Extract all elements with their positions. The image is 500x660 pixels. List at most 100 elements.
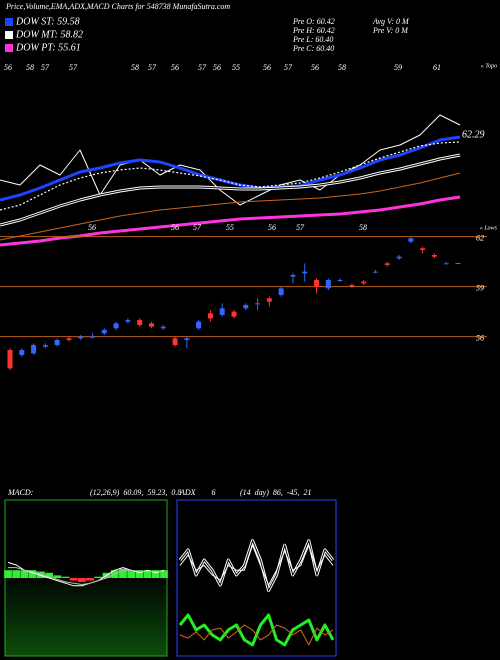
candle-body xyxy=(219,308,225,315)
panel-title: MACD: xyxy=(7,488,34,497)
series-line xyxy=(0,114,461,206)
candle-body xyxy=(137,320,143,325)
bottom-label: 57 xyxy=(296,223,305,232)
series-line xyxy=(179,544,334,586)
candle-body xyxy=(90,336,96,338)
series-line xyxy=(0,135,461,202)
histogram-bar xyxy=(135,570,144,578)
histogram-bar xyxy=(94,576,103,578)
histogram-bar xyxy=(143,570,152,578)
y-tick-label: 59 xyxy=(476,283,484,292)
candle-body xyxy=(278,288,284,295)
histogram-bar xyxy=(45,572,53,578)
bottom-label: 58 xyxy=(359,223,367,232)
top-label: 57 xyxy=(41,63,50,72)
candle-body xyxy=(396,256,402,259)
top-label: 57 xyxy=(69,63,78,72)
bottom-label: 56 xyxy=(268,223,276,232)
candle-body xyxy=(113,323,119,329)
candle-body xyxy=(231,311,237,317)
histogram-bar xyxy=(151,570,160,578)
series-line-inner xyxy=(0,154,461,226)
info-text: Pre H: 60.42 xyxy=(292,26,335,35)
y-tick-label: 56 xyxy=(476,333,484,342)
candle-body xyxy=(420,248,426,250)
top-label: 61 xyxy=(433,63,441,72)
histogram-bar xyxy=(77,578,86,582)
candle-body xyxy=(325,280,331,289)
top-label: 56 xyxy=(263,63,271,72)
top-label: 58 xyxy=(26,63,34,72)
candle-body xyxy=(101,330,107,334)
series-line-inner xyxy=(179,538,334,592)
candle-body xyxy=(431,255,437,257)
candle-body xyxy=(42,345,48,347)
panel-subtitle: (14 day) 86, -45, 21 xyxy=(240,488,312,497)
series-line xyxy=(8,567,164,585)
candle-body xyxy=(243,305,249,309)
candle-body xyxy=(372,271,378,273)
top-label: 57 xyxy=(284,63,293,72)
candle-body xyxy=(361,281,367,284)
histogram-bar xyxy=(86,578,95,581)
histogram-bar xyxy=(119,568,127,578)
legend-label: DOW MT: 58.82 xyxy=(15,29,83,40)
legend-label: DOW ST: 59.58 xyxy=(15,16,80,27)
candle-body xyxy=(302,271,308,274)
series-line xyxy=(0,172,461,241)
histogram-bar xyxy=(53,575,62,578)
candle-body xyxy=(54,340,60,345)
candle-body xyxy=(255,303,261,305)
panel-frame xyxy=(176,499,337,657)
legend-label: DOW PT: 55.61 xyxy=(15,42,81,53)
top-label: 56 xyxy=(213,63,221,72)
info-text: Pre O: 60.42 xyxy=(292,17,335,26)
legend-swatch xyxy=(5,18,13,26)
bottom-label: 56 xyxy=(171,223,179,232)
top-label: 58 xyxy=(338,63,346,72)
info-text: Pre C: 60.40 xyxy=(292,44,334,53)
candle-body xyxy=(408,238,414,242)
annotation: « Lows xyxy=(480,225,498,231)
panel-title: ADX 6 xyxy=(179,488,216,497)
histogram-bar xyxy=(36,571,45,578)
candle-body xyxy=(148,323,154,327)
annotation: 62.29 xyxy=(462,129,485,140)
legend-swatch xyxy=(5,44,13,52)
candle-body xyxy=(172,338,178,345)
histogram-bar xyxy=(28,570,37,578)
candle-body xyxy=(266,298,272,302)
histogram-bar xyxy=(61,576,70,578)
top-label: 59 xyxy=(394,63,402,72)
panel-subtitle: (12,26,9) 60.09, 59.23, 0.8 xyxy=(90,488,181,497)
series-line xyxy=(7,561,165,587)
candle-body xyxy=(125,320,131,322)
candle-body xyxy=(207,313,213,319)
series-line xyxy=(179,624,334,646)
candle-body xyxy=(349,285,355,287)
histogram-bar xyxy=(160,570,168,578)
histogram-bar xyxy=(127,570,136,578)
top-label: 56 xyxy=(171,63,179,72)
histogram-bar xyxy=(4,570,12,578)
bottom-label: 55 xyxy=(226,223,234,232)
candle-body xyxy=(19,350,25,355)
info-text: Pre V: 0 M xyxy=(372,26,409,35)
candle-body xyxy=(443,263,449,265)
top-label: 56 xyxy=(4,63,12,72)
annotation: » Topo xyxy=(481,63,497,69)
candle-body xyxy=(196,321,202,329)
y-tick-label: 62 xyxy=(476,233,484,242)
info-text: Pre L: 60.40 xyxy=(292,35,333,44)
top-label: 57 xyxy=(148,63,157,72)
series-line xyxy=(0,141,461,211)
candle-body xyxy=(184,338,190,340)
chart-title: Price,Volume,EMA,ADX,MACD Charts for 548… xyxy=(5,2,230,11)
bottom-label: 56 xyxy=(88,223,96,232)
top-label: 56 xyxy=(311,63,319,72)
candle-body xyxy=(290,275,296,277)
top-label: 55 xyxy=(232,63,240,72)
candle-body xyxy=(66,338,72,340)
